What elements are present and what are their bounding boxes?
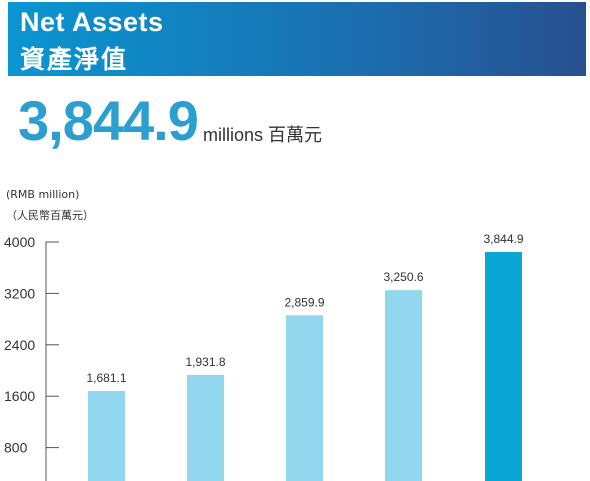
bar-value-label: 1,681.1	[86, 371, 126, 385]
bar-value-label: 3,250.6	[383, 270, 423, 284]
bar	[485, 251, 522, 481]
y-tick-label: 1600	[4, 388, 35, 404]
bar	[187, 374, 224, 481]
y-tick-label: 800	[4, 440, 28, 456]
banner-title-chinese: 資產淨值	[20, 45, 129, 74]
y-tick-label: 3200	[4, 285, 35, 301]
y-axis-unit-english: (RMB million)	[6, 188, 80, 201]
title-banner: Net Assets 資產淨值	[8, 2, 586, 76]
y-tick-label: 2400	[4, 337, 35, 353]
bar	[385, 290, 422, 481]
bar-value-label: 1,931.8	[185, 355, 225, 369]
headline-unit: millions 百萬元	[203, 125, 323, 145]
headline-value: 3,844.9	[18, 89, 199, 152]
bar-value-label: 3,844.9	[483, 232, 523, 246]
y-tick-label: 4000	[4, 234, 35, 250]
bar	[88, 390, 125, 481]
bar	[286, 315, 323, 481]
y-axis-unit-chinese: （人民幣百萬元）	[6, 209, 94, 222]
banner-title-english: Net Assets	[20, 7, 164, 37]
bar-value-label: 2,859.9	[284, 295, 324, 309]
